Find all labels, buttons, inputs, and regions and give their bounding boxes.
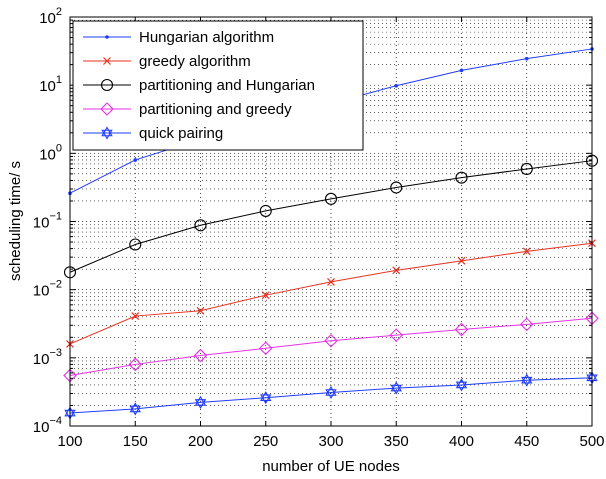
data-point [324,192,338,205]
x-axis-label: number of UE nodes [262,458,400,475]
data-point [129,238,142,251]
y-axis-label: scheduling time/ s [7,161,24,281]
legend-marker [101,126,113,140]
series-line [69,377,593,414]
data-point [261,291,270,300]
x-tick-label: 400 [449,433,474,450]
data-point [519,317,534,332]
data-point [194,395,207,409]
x-tick-label: 200 [188,433,213,450]
data-point [520,162,533,176]
data-point [133,158,138,162]
data-point [522,247,531,256]
data-point [325,385,337,400]
data-point [454,322,469,337]
data-point [193,348,208,363]
legend-label: partitioning and Hungarian [139,77,315,94]
data-point [196,306,205,315]
series-line [69,160,593,273]
data-point [129,402,141,416]
data-point [524,56,529,61]
legend-label: greedy algorithm [139,53,251,70]
legend-marker [100,102,114,116]
data-point [128,357,143,372]
x-tick-label: 250 [253,433,278,450]
legend-label: Hungarian algorithm [139,29,274,46]
y-tick-label: 10−4 [33,415,62,436]
data-point [327,277,335,286]
data-point [324,333,338,348]
x-tick-label: 300 [318,433,343,450]
x-tick-label: 500 [579,433,604,450]
legend: Hungarian algorithm greedy algorithm parti… [72,20,364,151]
legend-item: partitioning and greedy [83,101,292,118]
data-point [392,266,401,275]
data-point [389,328,404,342]
legend-marker [100,78,114,92]
data-point [457,256,466,265]
data-point [194,219,207,232]
data-point [260,391,272,405]
data-point [455,171,468,184]
y-tick-label: 10−3 [33,347,62,368]
data-point [394,83,399,88]
data-point [521,373,533,387]
y-tick-label: 100 [39,142,62,163]
x-tick-label: 150 [123,433,148,450]
data-point [259,204,272,217]
data-point [131,312,140,320]
legend-marker [105,35,109,39]
data-point [390,381,402,395]
x-tick-label: 450 [514,433,539,450]
legend-item: Hungarian algorithm [83,29,274,46]
legend-item: quick pairing [83,125,223,142]
data-point [258,341,273,356]
legend-label: quick pairing [139,125,223,142]
legend-marker [103,57,111,65]
legend-label: partitioning and greedy [139,101,292,118]
y-tick-label: 10−1 [33,211,62,232]
x-tick-label: 100 [57,433,82,450]
data-point [455,378,468,392]
series-4 [63,311,599,383]
data-point [390,181,403,194]
data-point [459,68,464,73]
y-tick-label: 101 [39,74,62,95]
y-tick-label: 10−2 [33,279,62,300]
y-tick-label: 102 [39,6,62,27]
legend-item: greedy algorithm [83,53,251,70]
ticks: 100 150 200 250 300 350 400 450 500 10−4 10−3 10−2 1… [33,6,605,450]
x-tick-label: 350 [384,433,409,450]
legend-item: partitioning and Hungarian [83,77,315,94]
series-line [69,317,593,377]
